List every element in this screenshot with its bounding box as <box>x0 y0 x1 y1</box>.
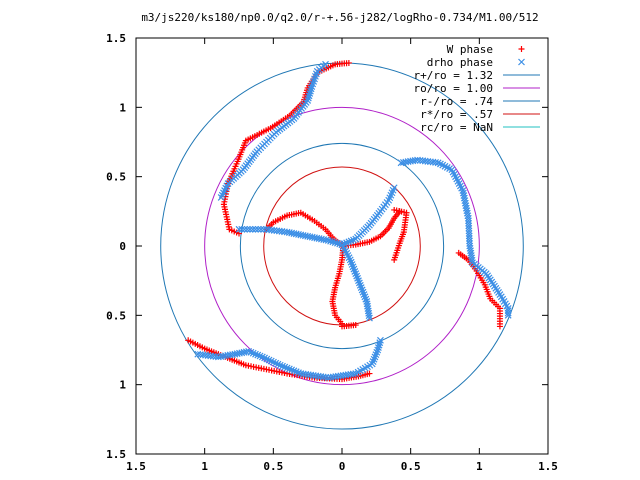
legend-label: W phase <box>447 43 493 56</box>
drho-phase-point <box>243 225 251 233</box>
legend-label: r*/ro = .57 <box>420 108 493 121</box>
drho-phase-point <box>411 156 419 164</box>
legend-label: rc/ro = NaN <box>420 121 493 134</box>
drho-phase-point <box>463 209 471 217</box>
drho-phase-point <box>235 225 243 233</box>
drho-phase-series <box>194 60 512 382</box>
drho-phase-point <box>504 311 512 319</box>
tick-marks: 1.5 1 0.5 0 0.5 1 1.51.510.500.511.5 <box>106 32 558 473</box>
drho-phase-point <box>265 226 273 234</box>
drho-phase-point <box>462 202 470 210</box>
drho-phase-point <box>366 314 373 322</box>
drho-phase-point <box>260 225 268 233</box>
drho-phase-point <box>390 184 398 192</box>
y-tick-label: 0 <box>119 240 126 253</box>
drho-phase-point <box>246 225 254 233</box>
drho-phase-point <box>254 225 262 233</box>
x-tick-label: 1.5 <box>126 460 146 473</box>
radius-circle <box>204 106 480 386</box>
drho-phase-point <box>432 159 439 166</box>
w-phase-series <box>185 59 503 383</box>
drho-phase-point <box>461 199 469 207</box>
drho-phase-point <box>463 207 471 215</box>
y-tick-label: 0.5 <box>106 171 126 184</box>
legend-label: ro/ro = 1.00 <box>414 82 493 95</box>
drho-phase-point <box>212 353 220 361</box>
drho-phase-point <box>504 309 512 317</box>
drho-phase-point <box>468 256 476 264</box>
drho-phase-point <box>462 204 470 212</box>
x-tick-label: 0 <box>339 460 346 473</box>
drho-phase-point <box>459 187 467 194</box>
y-tick-label: 0.5 <box>106 309 126 322</box>
drho-phase-point <box>238 225 246 233</box>
drho-phase-point <box>461 197 469 205</box>
y-tick-label: 1 <box>119 101 126 114</box>
y-tick-label: 1.5 <box>106 32 126 45</box>
w-phase-point <box>518 46 525 52</box>
drho-phase-point <box>241 225 248 233</box>
w-phase-point <box>391 256 398 263</box>
w-phase-point <box>352 322 359 329</box>
drho-phase-point <box>374 344 382 351</box>
w-phase-point <box>366 370 373 377</box>
radius-circle <box>239 142 445 350</box>
x-tick-label: 1.5 <box>538 460 558 473</box>
x-tick-label: 1 <box>476 460 483 473</box>
drho-phase-point <box>375 341 383 349</box>
x-tick-label: 0.5 <box>401 460 421 473</box>
drho-phase-point <box>263 225 270 233</box>
drho-phase-point <box>307 85 315 93</box>
drho-phase-point <box>460 194 468 202</box>
drho-phase-point <box>365 312 373 320</box>
legend-label: r+/ro = 1.32 <box>414 69 493 82</box>
x-tick-label: 0.5 <box>263 460 283 473</box>
w-phase-point <box>496 323 503 330</box>
drho-phase-point <box>257 225 265 233</box>
legend-label: r-/ro = .74 <box>420 95 493 108</box>
drho-phase-point <box>518 58 525 66</box>
drho-phase-point <box>377 336 384 344</box>
drho-phase-point <box>376 339 384 347</box>
phase-points <box>185 59 512 383</box>
x-tick-label: 1 <box>201 460 208 473</box>
y-tick-label: 1 <box>119 379 126 392</box>
drho-phase-point <box>252 225 259 233</box>
w-phase-point <box>345 59 352 66</box>
drho-phase-point <box>322 373 330 381</box>
drho-phase-point <box>459 189 467 197</box>
y-tick-label: 1.5 <box>106 448 126 461</box>
legend-label: drho phase <box>427 56 493 69</box>
chart-title: m3/js220/ks180/np0.0/q2.0/r-+.56-j282/lo… <box>141 11 538 24</box>
drho-phase-point <box>322 60 329 68</box>
drho-phase-point <box>249 225 257 233</box>
drho-phase-point <box>374 346 382 354</box>
drho-phase-point <box>349 370 357 378</box>
drho-phase-point <box>460 192 468 200</box>
